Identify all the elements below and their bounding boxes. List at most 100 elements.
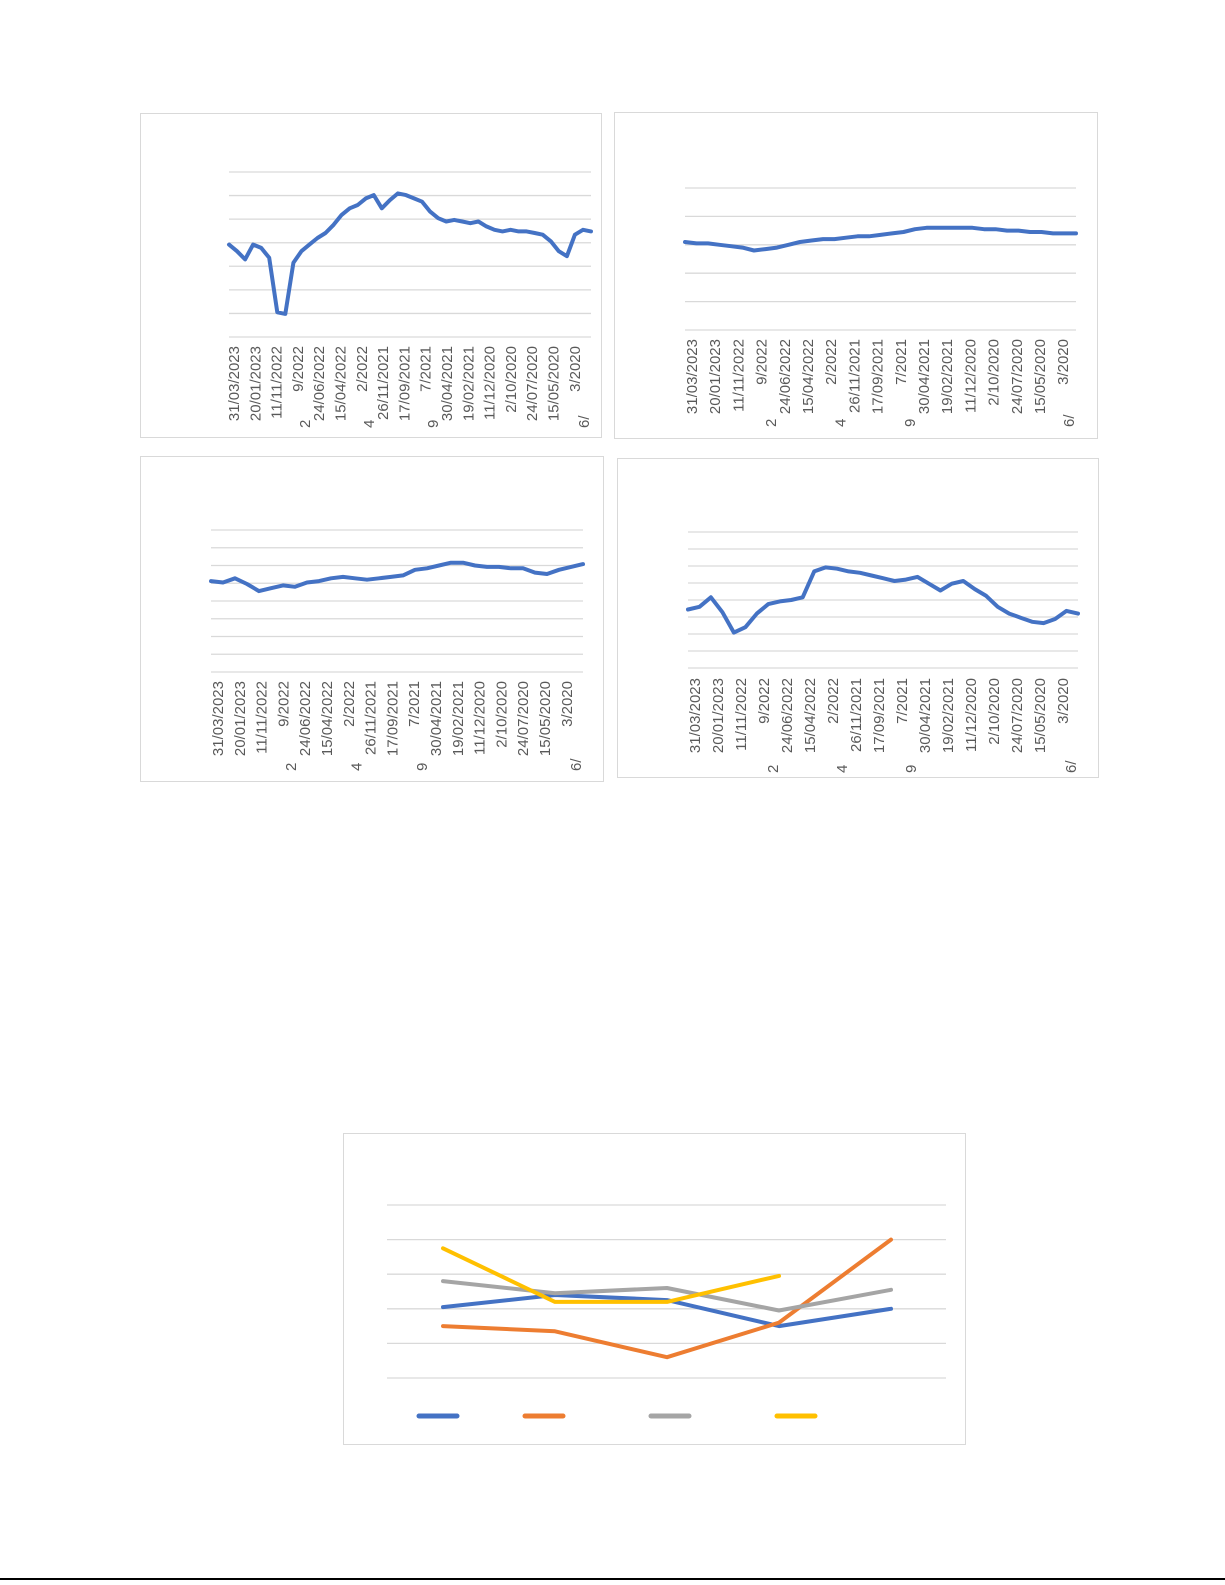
x-tick-label: 2/2022	[354, 346, 371, 392]
series-line	[683, 225, 1078, 253]
x-tick-label: 7/2021	[418, 346, 435, 392]
x-tick-label: 15/04/2022	[333, 346, 350, 421]
x-tick-label: 11/11/2022	[254, 681, 271, 754]
x-tick-fragment: 6/	[1061, 414, 1078, 427]
chart-panel-4: 31/03/2023 20/01/2023 11/11/2022 9/2022 24/0…	[617, 458, 1099, 778]
chart-2-svg: 31/03/2023 20/01/2023 11/11/2022 9/2022 24/0…	[683, 187, 1078, 427]
x-tick-fragment: 2	[283, 763, 300, 771]
x-tick-label: 19/02/2021	[450, 681, 467, 756]
x-tick-fragment: 2	[763, 419, 780, 427]
x-tick-label: 31/03/2023	[226, 346, 243, 421]
series-line	[227, 191, 593, 316]
x-tick-label: 24/07/2020	[515, 681, 532, 756]
x-tick-label: 15/04/2022	[802, 678, 819, 753]
chart-panel-3: 31/03/2023 20/01/2023 11/11/2022 9/2022 24/0…	[140, 456, 604, 782]
x-tick-label: 24/06/2022	[779, 678, 796, 753]
x-tick-label: 11/11/2022	[733, 678, 750, 751]
x-tick-label: 24/07/2020	[1009, 339, 1026, 414]
x-tick-label: 11/12/2020	[963, 678, 980, 752]
x-tick-label: 2/10/2020	[503, 346, 520, 413]
x-tick-label: 30/04/2021	[439, 346, 456, 421]
x-tick-label: 24/06/2022	[777, 339, 794, 414]
x-tick-label: 24/06/2022	[297, 681, 314, 756]
x-tick-label: 15/05/2020	[537, 681, 554, 756]
x-tick-label: 2/10/2020	[986, 678, 1003, 745]
chart-panel-1: 31/03/2023 20/01/2023 11/11/2022 9/2022 24/0…	[140, 113, 602, 438]
chart-1-svg: 31/03/2023 20/01/2023 11/11/2022 9/2022 24/0…	[226, 171, 593, 428]
series-line	[209, 560, 585, 594]
x-tick-label: 3/2020	[559, 681, 576, 727]
x-tick-label: 2/2022	[825, 678, 842, 724]
x-tick-label: 11/12/2020	[962, 339, 979, 413]
x-tick-label: 7/2021	[894, 678, 911, 724]
page-bottom-rule	[0, 1578, 1225, 1580]
x-tick-label: 11/11/2022	[730, 339, 747, 412]
x-tick-label: 20/01/2023	[247, 346, 264, 421]
x-tick-label: 31/03/2023	[687, 678, 704, 753]
x-tick-label: 2/2022	[341, 681, 358, 727]
series-line-4	[441, 1246, 781, 1304]
x-tick-label: 19/02/2021	[460, 346, 477, 421]
x-tick-label: 20/01/2023	[232, 681, 249, 756]
x-tick-label: 15/05/2020	[1032, 339, 1049, 414]
x-tick-fragment: 9	[414, 763, 431, 771]
x-tick-label: 19/02/2021	[940, 678, 957, 753]
x-tick-label: 20/01/2023	[707, 339, 724, 414]
x-tick-fragment: 6/	[1063, 760, 1080, 773]
x-tick-label: 17/09/2021	[396, 346, 413, 421]
x-tick-label: 19/02/2021	[939, 339, 956, 414]
x-tick-label: 7/2021	[406, 681, 423, 727]
x-tick-label: 15/04/2022	[319, 681, 336, 756]
x-tick-label: 26/11/2021	[375, 346, 392, 420]
chart-4-svg: 31/03/2023 20/01/2023 11/11/2022 9/2022 24/0…	[686, 531, 1080, 773]
x-tick-label: 30/04/2021	[916, 339, 933, 414]
x-tick-label: 17/09/2021	[871, 678, 888, 753]
x-tick-label: 15/04/2022	[800, 339, 817, 414]
x-tick-label: 9/2022	[756, 678, 773, 724]
x-tick-label: 2/10/2020	[986, 339, 1003, 406]
x-tick-label: 2/10/2020	[493, 681, 510, 748]
x-tick-label: 9/2022	[275, 681, 292, 727]
x-tick-fragment: 6/	[576, 415, 593, 428]
series-line-3	[441, 1279, 893, 1313]
x-tick-label: 20/01/2023	[710, 678, 727, 753]
x-tick-fragment: 2	[765, 765, 782, 773]
x-tick-label: 17/09/2021	[870, 339, 887, 414]
chart-panel-5	[343, 1133, 966, 1445]
x-tick-label: 3/2020	[1055, 678, 1072, 724]
x-tick-fragment: 2	[297, 420, 314, 428]
x-tick-label: 31/03/2023	[684, 339, 701, 414]
x-tick-label: 7/2021	[893, 339, 910, 385]
x-tick-label: 3/2020	[1055, 339, 1072, 385]
x-tick-fragment: 9	[902, 419, 919, 427]
x-tick-fragment: 4	[349, 763, 366, 771]
chart-5-svg	[387, 1204, 946, 1419]
x-tick-label: 24/07/2020	[1009, 678, 1026, 753]
x-tick-label: 17/09/2021	[384, 681, 401, 756]
x-tick-label: 31/03/2023	[210, 681, 227, 756]
x-tick-fragment: 4	[832, 419, 849, 427]
x-tick-label: 3/2020	[567, 346, 584, 392]
x-tick-label: 24/06/2022	[311, 346, 328, 421]
series-line-1	[441, 1293, 893, 1329]
x-tick-fragment: 4	[834, 765, 851, 773]
x-tick-label: 11/11/2022	[269, 346, 286, 419]
x-tick-label: 26/11/2021	[846, 339, 863, 413]
x-tick-fragment: 4	[361, 420, 378, 428]
x-tick-label: 30/04/2021	[428, 681, 445, 756]
x-tick-label: 2/2022	[823, 339, 840, 385]
chart-3-svg: 31/03/2023 20/01/2023 11/11/2022 9/2022 24/0…	[209, 529, 585, 771]
x-tick-label: 9/2022	[754, 339, 771, 385]
x-tick-label: 15/05/2020	[546, 346, 563, 421]
x-tick-label: 26/11/2021	[848, 678, 865, 752]
chart-panel-2: 31/03/2023 20/01/2023 11/11/2022 9/2022 24/0…	[614, 112, 1098, 439]
series-line	[686, 565, 1080, 635]
x-tick-fragment: 6/	[568, 758, 585, 771]
x-tick-label: 26/11/2021	[363, 681, 380, 755]
x-tick-label: 30/04/2021	[917, 678, 934, 753]
x-tick-label: 11/12/2020	[472, 681, 489, 755]
x-tick-fragment: 9	[425, 420, 442, 428]
x-tick-label: 24/07/2020	[524, 346, 541, 421]
x-tick-label: 15/05/2020	[1032, 678, 1049, 753]
x-tick-label: 11/12/2020	[482, 346, 499, 420]
